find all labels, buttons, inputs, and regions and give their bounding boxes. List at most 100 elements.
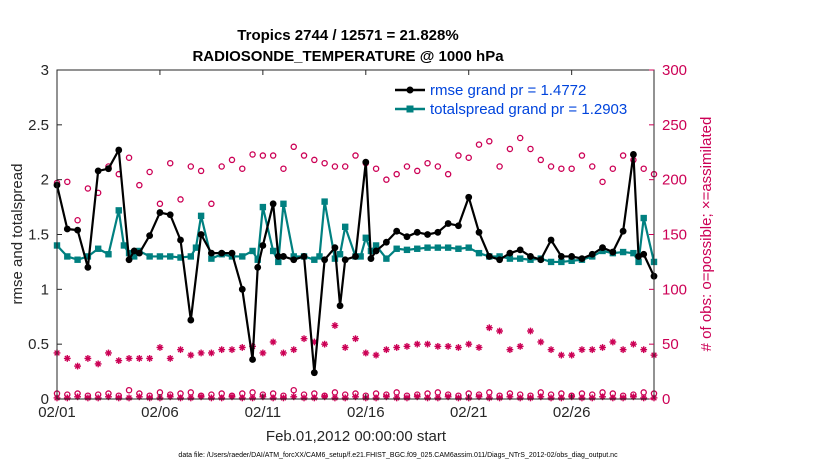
obs-possible-point xyxy=(516,134,524,142)
obs-possible-point xyxy=(475,141,483,148)
totalspread-point xyxy=(275,258,282,266)
obs-possible-point xyxy=(290,386,297,394)
obs-possible-point xyxy=(352,152,359,159)
obs-assimilated-point xyxy=(537,338,545,346)
rmse-point xyxy=(516,246,524,254)
rmse-point xyxy=(424,231,431,238)
rmse-point xyxy=(413,228,421,236)
totalspread-point xyxy=(455,245,462,252)
obs-possible-point xyxy=(311,156,318,164)
totalspread-point xyxy=(372,242,380,249)
obs-assimilated-point xyxy=(177,346,184,354)
obs-assimilated-point xyxy=(372,394,380,402)
axis-ticks: 02/01 02/06 02/11 02/16 02/21 02/26 0 0.5 1 1.5 2 2… xyxy=(28,62,687,421)
totalspread-point xyxy=(130,253,138,260)
obs-possible-point xyxy=(640,165,647,172)
obs-possible-point xyxy=(341,163,349,170)
totalspread-point xyxy=(259,203,267,211)
obs-assimilated-point xyxy=(588,394,596,402)
totalspread-point xyxy=(640,214,647,222)
obs-assimilated-point xyxy=(94,360,102,368)
rmse-point xyxy=(609,248,617,256)
rmse-point xyxy=(506,249,514,257)
totalspread-point xyxy=(424,244,431,251)
rmse-point xyxy=(207,249,215,257)
rmse-point xyxy=(403,233,411,241)
y-axis-label-left: rmse and totalspread xyxy=(9,164,26,305)
obs-assimilated-point xyxy=(516,342,524,350)
obs-assimilated-point xyxy=(444,342,452,350)
totalspread-point xyxy=(120,242,128,249)
rmse-point xyxy=(218,249,226,257)
obs-assimilated-point xyxy=(372,351,380,359)
totalspread-point xyxy=(434,244,442,251)
totalspread-point xyxy=(403,246,411,254)
rmse-point xyxy=(382,238,390,246)
obs-assimilated-point xyxy=(465,340,473,348)
rmse-point xyxy=(444,220,452,227)
legend-label-rmse: rmse grand pr = 1.4772 xyxy=(430,82,586,99)
y-left-tick-label: 0 xyxy=(41,391,49,408)
rmse-point xyxy=(115,146,123,154)
rmse-point xyxy=(557,253,565,260)
obs-possible-point xyxy=(547,163,555,170)
obs-possible-point xyxy=(239,165,246,172)
obs-assimilated-point xyxy=(300,335,308,343)
y-right-tick-label: 150 xyxy=(662,227,687,244)
rmse-point xyxy=(496,256,504,264)
obs-assimilated-point xyxy=(630,340,637,348)
obs-possible-point xyxy=(136,181,143,189)
y-right-tick-label: 0 xyxy=(662,391,670,408)
totalspread-point xyxy=(197,212,205,220)
rmse-point xyxy=(367,255,375,263)
totalspread-point xyxy=(115,207,122,214)
rmse-point xyxy=(228,249,236,257)
totalspread-point xyxy=(239,253,246,260)
rmse-point xyxy=(249,356,256,363)
obs-assimilated-point xyxy=(228,346,236,354)
obs-assimilated-point xyxy=(166,355,174,362)
totalspread-point xyxy=(316,253,323,260)
x-tick-label: 02/26 xyxy=(553,404,591,421)
rmse-point xyxy=(156,209,164,216)
obs-assimilated-point xyxy=(238,344,246,351)
obs-assimilated-point xyxy=(455,344,462,351)
totalspread-point xyxy=(208,255,215,262)
chart-title-line1: Tropics 2744 / 12571 = 21.828% xyxy=(237,27,458,44)
obs-possible-point xyxy=(208,200,215,208)
totalspread-point xyxy=(156,253,164,260)
obs-assimilated-point xyxy=(321,393,329,401)
rmse-point xyxy=(280,253,287,260)
obs-assimilated-point xyxy=(578,346,586,354)
totalspread-point xyxy=(635,258,642,266)
obs-assimilated-point xyxy=(393,344,401,351)
obs-assimilated-point xyxy=(403,342,411,350)
y-right-tick-label: 50 xyxy=(662,336,679,353)
obs-possible-point xyxy=(228,156,236,164)
obs-assimilated-point xyxy=(74,362,81,370)
obs-possible-point xyxy=(187,163,195,170)
rmse-point xyxy=(238,285,246,293)
totalspread-point xyxy=(187,253,195,260)
rmse-point xyxy=(254,264,262,271)
obs-possible-point xyxy=(156,200,164,208)
rmse-point xyxy=(635,253,642,260)
obs-assimilated-point xyxy=(599,344,606,351)
y-left-tick-label: 2 xyxy=(41,172,49,189)
obs-possible-point xyxy=(218,163,225,170)
rmse-point xyxy=(336,302,344,310)
rmse-point xyxy=(269,200,277,208)
rmse-point xyxy=(341,256,349,264)
totalspread-point xyxy=(254,256,261,263)
obs-assimilated-point xyxy=(413,340,421,348)
rmse-point xyxy=(547,236,555,244)
totalspread-point xyxy=(362,234,369,241)
obs-possible-point xyxy=(177,196,184,203)
totalspread-point xyxy=(465,244,472,251)
obs-possible-point xyxy=(300,152,308,159)
obs-possible-point xyxy=(290,143,297,151)
y-left-tick-label: 2.5 xyxy=(28,117,49,134)
totalspread-point xyxy=(393,245,400,252)
obs-assimilated-point xyxy=(352,335,359,343)
